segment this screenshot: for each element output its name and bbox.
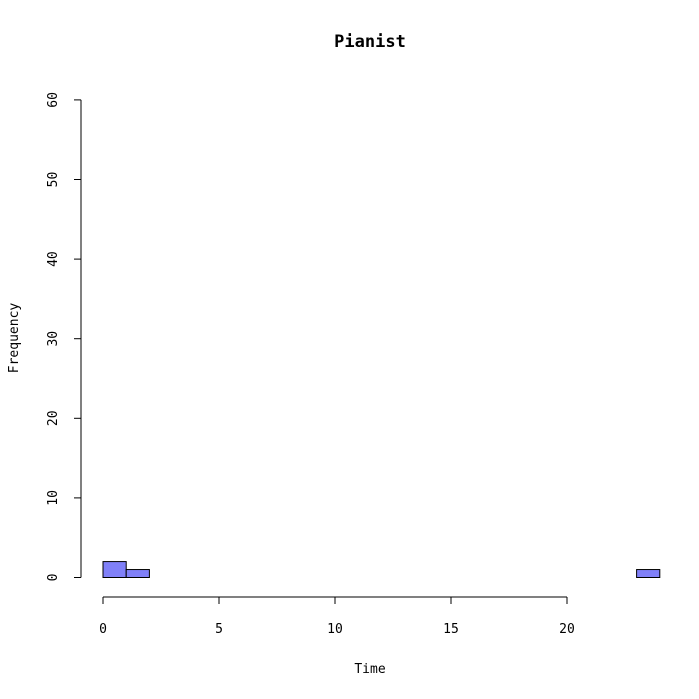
y-tick-label-4: 40 [46, 251, 61, 267]
x-tick-label-1: 5 [215, 622, 223, 637]
histogram-bars [102, 561, 661, 579]
y-tick-label-0: 0 [46, 574, 61, 582]
y-tick-label-6: 60 [46, 92, 61, 108]
y-axis: 0 10 20 30 40 50 60 [46, 92, 82, 582]
y-tick-label-1: 10 [46, 490, 61, 506]
x-tick-label-2: 10 [327, 622, 343, 637]
x-tick-label-0: 0 [99, 622, 107, 637]
y-tick-label-5: 50 [46, 172, 61, 188]
chart-title: Pianist [334, 32, 406, 52]
y-tick-label-2: 20 [46, 410, 61, 426]
histogram-bar-23 [636, 569, 661, 578]
histogram-bar-0 [102, 561, 127, 579]
x-axis-label: Time [354, 662, 385, 677]
y-axis-label: Frequency [7, 303, 22, 374]
x-tick-label-3: 15 [443, 622, 459, 637]
x-tick-label-4: 20 [559, 622, 575, 637]
y-tick-label-3: 30 [46, 331, 61, 347]
histogram-bar-1 [125, 569, 150, 578]
x-axis: 0 5 10 15 20 [99, 596, 575, 637]
